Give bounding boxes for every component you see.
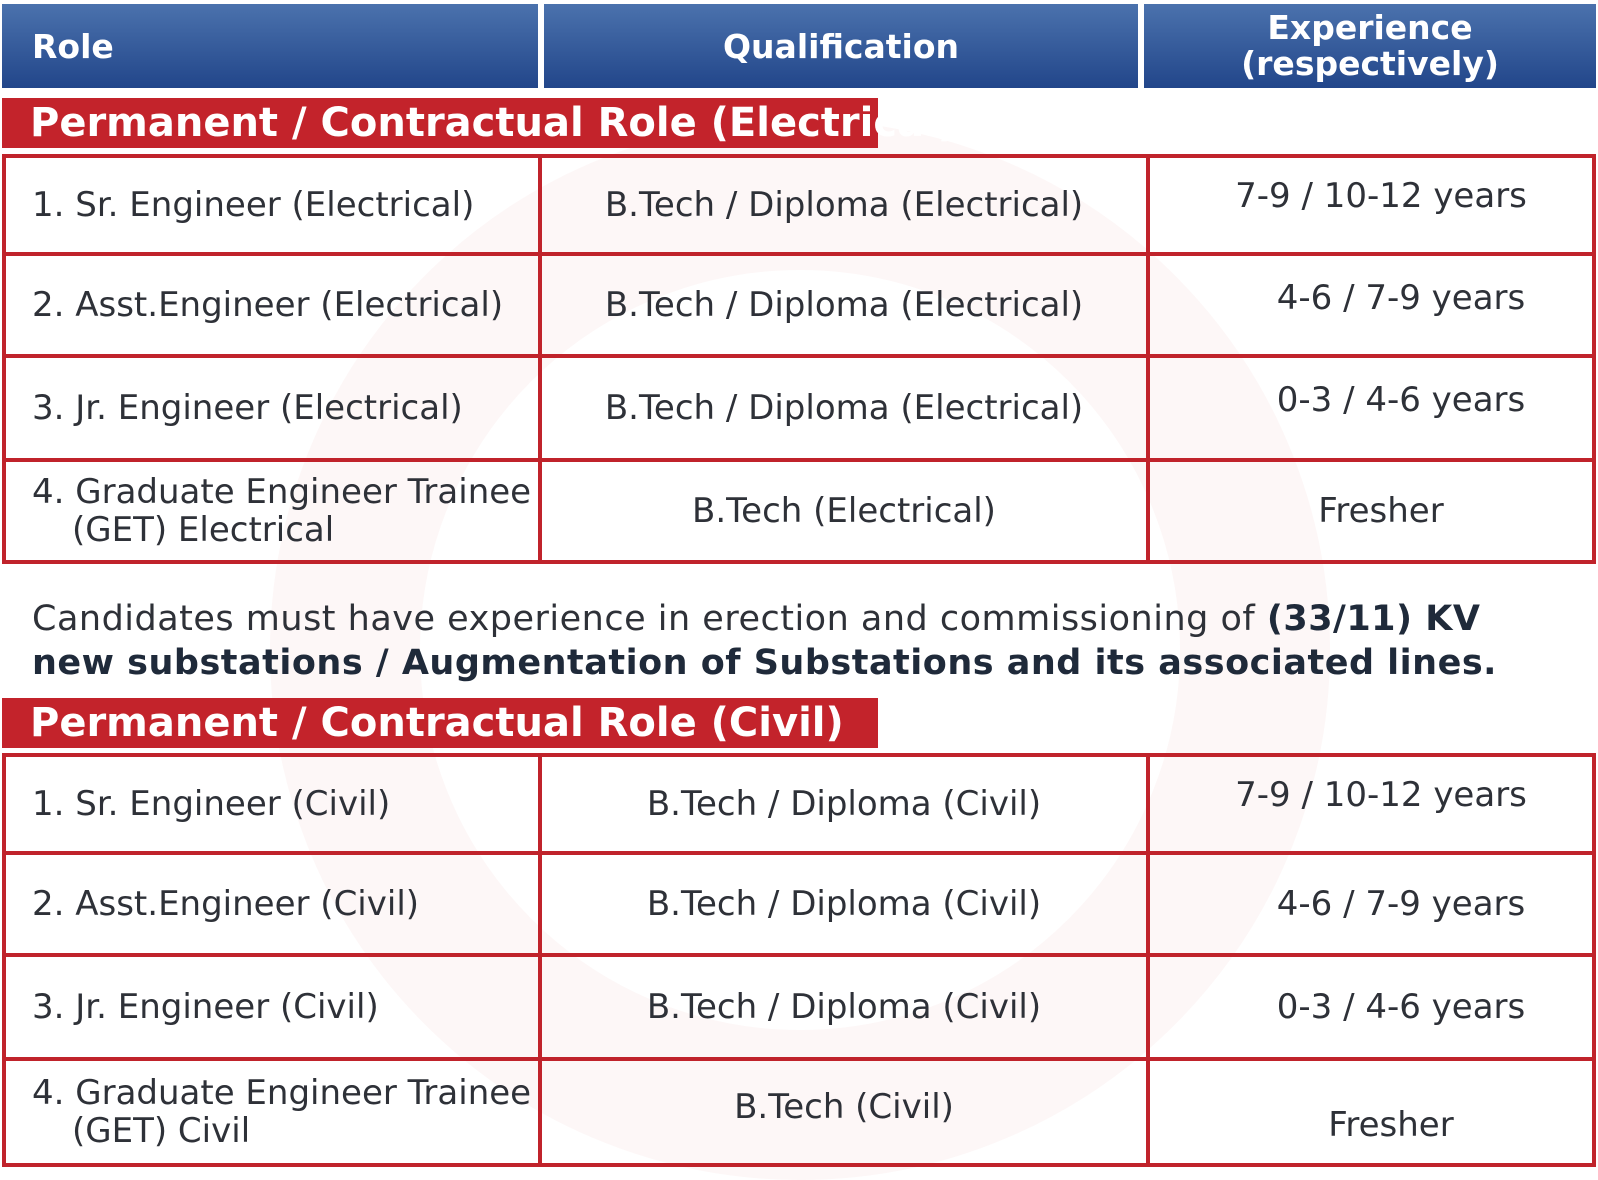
cell-role: 3. Jr. Engineer (Electrical) (6, 358, 542, 458)
note-plain-text: Candidates must have experience in erect… (32, 599, 1267, 639)
table-row: 3. Jr. Engineer (Electrical) B.Tech / Di… (2, 358, 1596, 462)
header-role: Role (2, 4, 538, 88)
header-qualification: Qualification (544, 4, 1138, 88)
cell-role: 3. Jr. Engineer (Civil) (6, 957, 542, 1057)
section-banner-civil: Permanent / Contractual Role (Civil) (2, 698, 878, 748)
role-line2: (GET) Electrical (72, 510, 335, 550)
table-row: 2. Asst.Engineer (Civil) B.Tech / Diplom… (2, 855, 1596, 957)
role-wrap: 4. Graduate Engineer Trainee (GET) Elect… (32, 473, 531, 549)
cell-experience: 7-9 / 10-12 years (1235, 775, 1527, 815)
table-row: 2. Asst.Engineer (Electrical) B.Tech / D… (2, 256, 1596, 358)
note-bold-text: (33/11) KV new substations / Augmentatio… (32, 599, 1497, 683)
cell-role: 2. Asst.Engineer (Civil) (6, 855, 542, 953)
cell-experience: Fresher (1328, 1105, 1454, 1145)
civil-table: 1. Sr. Engineer (Civil) B.Tech / Diploma… (2, 753, 1596, 1167)
section-banner-electrical: Permanent / Contractual Role (Electrical… (2, 98, 956, 148)
electrical-table: 1. Sr. Engineer (Electrical) B.Tech / Di… (2, 154, 1596, 564)
cell-experience: 4-6 / 7-9 years (1276, 884, 1526, 924)
cell-role: 1. Sr. Engineer (Civil) (6, 757, 542, 851)
cell-qualification: B.Tech / Diploma (Civil) (542, 855, 1150, 953)
table-row: 3. Jr. Engineer (Civil) B.Tech / Diploma… (2, 957, 1596, 1061)
cell-qualification: B.Tech / Diploma (Electrical) (542, 158, 1150, 252)
table-row: 4. Graduate Engineer Trainee (GET) Civil… (2, 1061, 1596, 1167)
cell-qualification: B.Tech (Civil) (542, 1061, 1150, 1163)
header-experience-line2: (respectively) (1241, 44, 1499, 83)
role-line1: 4. Graduate Engineer Trainee (32, 1073, 532, 1113)
cell-role: 2. Asst.Engineer (Electrical) (6, 256, 542, 354)
cell-role: 4. Graduate Engineer Trainee (GET) Civil (6, 1061, 542, 1163)
table-row: 1. Sr. Engineer (Electrical) B.Tech / Di… (2, 158, 1596, 256)
requirement-note: Candidates must have experience in erect… (32, 597, 1572, 685)
header-experience-line1: Experience (1267, 8, 1473, 47)
cell-qualification: B.Tech (Electrical) (542, 462, 1150, 560)
cell-experience: 0-3 / 4-6 years (1276, 987, 1526, 1027)
cell-experience: 4-6 / 7-9 years (1276, 278, 1526, 318)
cell-qualification: B.Tech / Diploma (Electrical) (542, 358, 1150, 458)
cell-role: 4. Graduate Engineer Trainee (GET) Elect… (6, 462, 542, 560)
cell-experience: 0-3 / 4-6 years (1276, 380, 1526, 420)
role-wrap: 4. Graduate Engineer Trainee (GET) Civil (32, 1074, 531, 1150)
table-row: 1. Sr. Engineer (Civil) B.Tech / Diploma… (2, 757, 1596, 855)
cell-experience: 7-9 / 10-12 years (1235, 176, 1527, 216)
cell-qualification: B.Tech / Diploma (Civil) (542, 757, 1150, 851)
role-line2: (GET) Civil (72, 1111, 251, 1151)
cell-experience: Fresher (1318, 491, 1444, 531)
cell-qualification: B.Tech / Diploma (Civil) (542, 957, 1150, 1057)
cell-role: 1. Sr. Engineer (Electrical) (6, 158, 542, 252)
role-line1: 4. Graduate Engineer Trainee (32, 472, 532, 512)
table-row: 4. Graduate Engineer Trainee (GET) Elect… (2, 462, 1596, 564)
cell-qualification: B.Tech / Diploma (Electrical) (542, 256, 1150, 354)
header-experience: Experience (respectively) (1144, 4, 1596, 88)
table-header: Role Qualification Experience (respectiv… (2, 4, 1596, 88)
